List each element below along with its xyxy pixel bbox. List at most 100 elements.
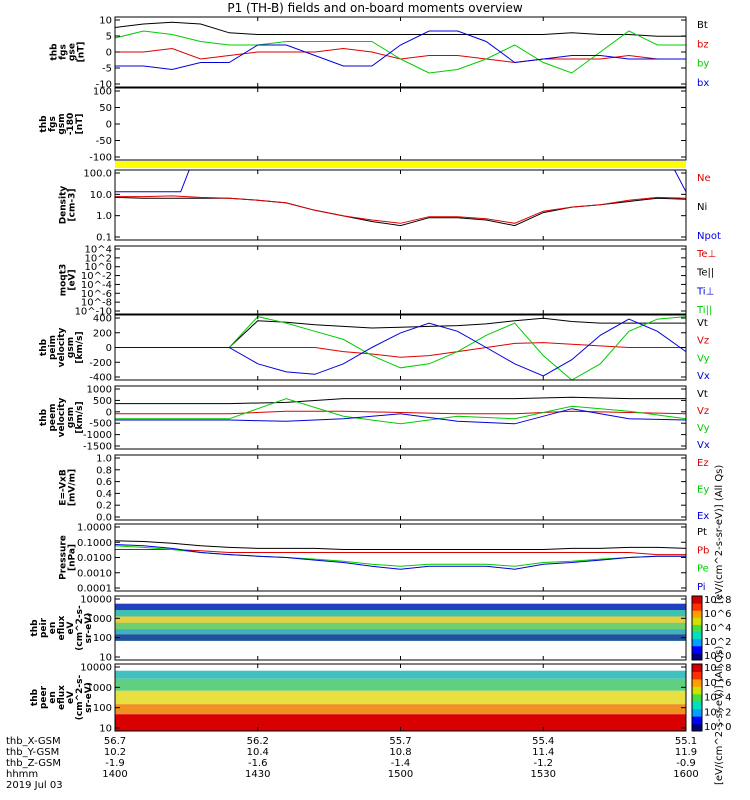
y-axis-label: peer [39, 685, 49, 709]
ephem-value: 55.7 [389, 736, 412, 747]
ephem-label-date: 2019 Jul 03 [6, 780, 63, 791]
ephem-column: 55.1 11.9 -0.9 1600 [656, 736, 716, 780]
y-tick-label: 0 [106, 343, 112, 354]
y-tick-label: 0.8 [96, 465, 112, 476]
ephem-value: -1.4 [390, 758, 411, 769]
ephem-label-x: thb_X-GSM [6, 736, 61, 747]
ephemeris-labels: thb_X-GSM thb_Y-GSM thb_Z-GSM hhmm 2019 … [6, 736, 63, 791]
colorbar-segment [692, 652, 702, 661]
colorbar-segment [692, 686, 702, 695]
panel-frame [114, 523, 687, 592]
legend-Ni: Ni [697, 202, 707, 213]
legend-Ez: Ez [697, 458, 709, 469]
ephem-value: 55.1 [674, 736, 698, 747]
legend-bx: bx [697, 78, 709, 89]
colorbar-segment [692, 664, 702, 672]
series-line-Pb [115, 549, 686, 556]
legend-Pe: Pe [697, 564, 709, 575]
y-tick-label: 10^-10 [75, 307, 112, 318]
legend-Vx: Vx [697, 440, 710, 451]
y-axis-label: [nT] [75, 114, 85, 135]
y-tick-label: 400 [93, 314, 112, 325]
legend-Vt: Vt [697, 318, 708, 329]
ephem-value: -1.6 [247, 758, 268, 769]
colorbar-tick-label: 10^2 [704, 707, 731, 718]
colorbar-segment [692, 716, 702, 725]
colorbar-segment [692, 610, 702, 618]
y-axis-label: sr-eV) [84, 682, 94, 713]
colorbar-segment [692, 708, 702, 717]
panel-frame [114, 245, 687, 315]
y-tick-label: 0.0001 [77, 584, 112, 595]
colorbar-tick-label: 10^6 [704, 678, 731, 689]
colorbar-frame [691, 595, 703, 661]
ephem-value: 10.8 [389, 747, 412, 758]
y-tick-label: 10^4 [85, 245, 112, 256]
ephem-value: 1400 [102, 769, 128, 780]
heatmap-band [115, 690, 686, 705]
colorbar-tick-label: 10^4 [704, 693, 731, 704]
y-axis-label: eflux [57, 615, 67, 640]
colorbar-units-2: [eV/(cm^2-s-sr-eV)] (All Qs) [714, 645, 725, 785]
y-tick-label: 0.0 [96, 513, 112, 524]
y-tick-label: 10000 [80, 663, 112, 674]
y-axis-label: E=-VxB [59, 469, 69, 506]
y-tick-label: 100 [93, 703, 112, 714]
y-axis-label: thb [30, 688, 40, 706]
ephem-value: -1.2 [533, 758, 553, 769]
legend-Vy: Vy [697, 423, 710, 434]
ephem-value: -0.9 [676, 758, 696, 769]
y-axis-label: velocity [57, 397, 67, 437]
y-tick-label: 500 [93, 396, 112, 407]
y-axis-label: [nT] [77, 42, 87, 63]
legend-Vz: Vz [697, 336, 709, 347]
ephem-value: 56.2 [246, 736, 269, 747]
ephem-value: 1430 [245, 769, 271, 780]
y-axis-label: gsm [57, 113, 67, 134]
series-line-Vz [115, 342, 686, 358]
y-tick-label: 10 [99, 16, 112, 27]
y-tick-label: 1.0 [96, 454, 112, 465]
colorbar-segment [692, 638, 702, 647]
y-axis-label: gsm [66, 407, 76, 428]
y-tick-label: -1500 [83, 442, 112, 453]
ephem-value: 1500 [387, 769, 414, 780]
colorbar-tick-label: 10^8 [704, 595, 731, 606]
colorbar-tick-label: 10^0 [704, 651, 731, 662]
y-tick-label: 0.6 [96, 477, 112, 488]
y-axis-label: [km/s] [75, 401, 85, 433]
y-tick-label: 0.0010 [77, 568, 112, 579]
y-tick-label: 10 [99, 724, 112, 735]
colorbar-tick-label: 10^2 [704, 637, 731, 648]
ephem-value: 11.9 [674, 747, 698, 758]
series-line-Vx [115, 318, 687, 377]
y-tick-label: 10^-8 [81, 298, 112, 309]
ephem-column: 55.4 11.4 -1.2 1530 [513, 736, 573, 780]
y-tick-label: 1000 [87, 614, 112, 625]
y-tick-label: 0.2 [96, 501, 112, 512]
y-tick-label: 1000 [87, 385, 112, 396]
ephem-value: 10.4 [246, 747, 269, 758]
colorbar-segment [692, 631, 702, 640]
y-axis-label: (cm^2-s- [75, 605, 85, 651]
ephem-value: 1600 [673, 769, 699, 780]
series-line-Bt [114, 21, 686, 37]
y-axis-label: velocity [57, 327, 67, 367]
legend-Te||: Te|| [696, 268, 714, 279]
colorbar-tick-label: 10^0 [704, 722, 731, 733]
y-axis-label: moqt3 [59, 264, 69, 297]
colorbar-segment [692, 701, 702, 710]
y-tick-label: 10.0 [90, 190, 112, 201]
y-tick-label: -100 [89, 153, 112, 164]
y-axis-label: fgs [59, 44, 69, 60]
series-line-Ne [115, 195, 687, 224]
y-axis-label: eV [66, 691, 76, 704]
heatmap-empty [115, 640, 686, 660]
y-axis-label: [nPa] [68, 544, 78, 571]
ephem-column: 55.7 10.8 -1.4 1500 [371, 736, 431, 780]
legend-Npot: Npot [697, 231, 721, 242]
ephem-label-hhmm: hhmm [6, 769, 39, 780]
legend-bz: bz [697, 39, 709, 50]
y-tick-label: 0.1000 [77, 538, 112, 549]
colorbar-segment [692, 617, 702, 625]
